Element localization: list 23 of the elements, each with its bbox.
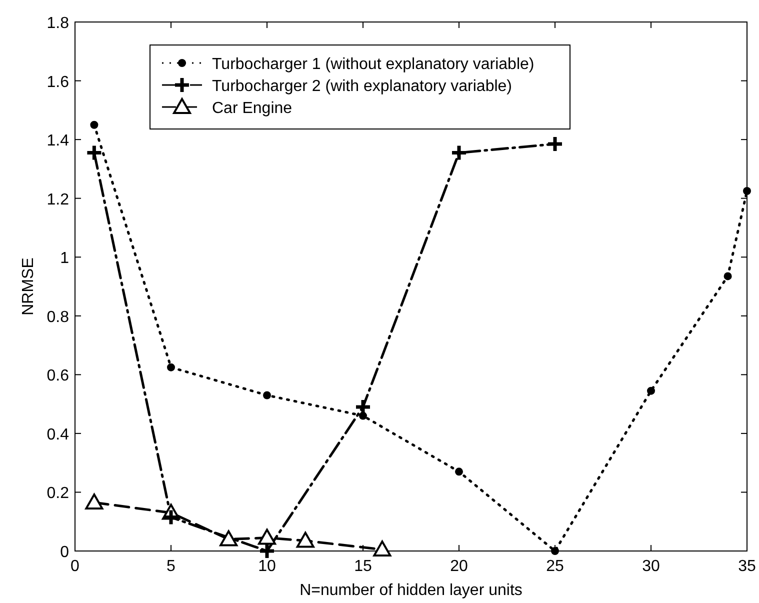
y-tick-label: 0.2	[46, 485, 70, 502]
x-tick-label: 5	[166, 558, 176, 575]
x-tick-label: 20	[450, 558, 468, 575]
x-tick-label: 35	[738, 558, 756, 575]
y-tick-label: 0	[60, 544, 70, 561]
x-tick-label: 15	[354, 558, 372, 575]
x-tick-label: 10	[258, 558, 276, 575]
y-axis-title: NRMSE	[20, 258, 37, 316]
y-tick-label: 1.4	[46, 132, 70, 150]
y-tick-label: 1	[60, 250, 70, 268]
y-tick-label: 0.8	[46, 308, 70, 326]
x-tick-label: 0	[70, 558, 80, 575]
legend-label: Turbocharger 2 (with explanatory variable)	[212, 78, 512, 95]
legend-label: Turbocharger 1 (without explanatory variable)	[212, 56, 534, 73]
y-tick-label: 0.4	[46, 426, 70, 444]
x-tick-label: 30	[642, 558, 660, 575]
y-tick-label: 0.6	[46, 368, 70, 385]
y-tick-label: 1.8	[46, 15, 70, 32]
x-axis-title: N=number of hidden layer units	[300, 582, 522, 599]
y-tick-label: 1.6	[46, 74, 70, 91]
y-tick-label: 1.2	[46, 191, 70, 208]
legend-label: Car Engine	[212, 100, 292, 117]
x-tick-label: 25	[546, 558, 564, 575]
